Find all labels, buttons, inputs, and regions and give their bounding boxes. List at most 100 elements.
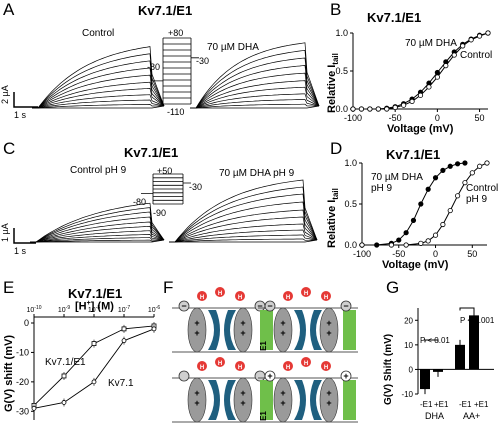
proton-label: H xyxy=(286,365,290,371)
data-point xyxy=(409,98,415,105)
current-trace xyxy=(30,211,165,243)
panel-g-xlabel-2: +E1 xyxy=(434,400,449,409)
gating-charge: + xyxy=(194,388,199,398)
proton-label: H xyxy=(304,291,308,297)
panel-d-dha-label2: pH 9 xyxy=(371,183,393,194)
charge-sign: + xyxy=(343,371,348,381)
y-tick-label: 1.0 xyxy=(344,158,357,168)
data-point xyxy=(484,160,490,166)
e1-subunit xyxy=(260,380,273,420)
protocol-c-bottom: -90 xyxy=(153,208,167,218)
gating-charge: + xyxy=(280,318,285,328)
x-tick-label: -50 xyxy=(389,113,402,123)
current-trace xyxy=(30,221,165,243)
data-point xyxy=(462,180,468,186)
gating-charge: + xyxy=(280,388,285,398)
current-trace xyxy=(30,202,165,243)
current-trace xyxy=(32,67,165,109)
data-point xyxy=(462,160,468,166)
gating-charge: + xyxy=(240,398,245,408)
x-tick-label: 10-9 xyxy=(58,305,70,314)
panel-d-xlabel: Voltage (mV) xyxy=(382,259,449,271)
y-tick-label: 0.0 xyxy=(335,104,348,114)
panel-c-dha-label: 70 µM DHA pH 9 xyxy=(219,168,295,179)
gating-charge: + xyxy=(194,318,199,328)
pore-domain xyxy=(294,310,306,350)
pore-domain xyxy=(208,380,220,420)
proton-label: H xyxy=(200,295,204,301)
charge-sign: − xyxy=(267,301,272,311)
data-point xyxy=(392,104,398,111)
gating-charge: + xyxy=(240,388,245,398)
data-point xyxy=(454,193,461,199)
panel-a-title: Kv7.1/E1 xyxy=(138,3,193,18)
scale-c-x: 1 s xyxy=(14,246,27,256)
gating-charge: + xyxy=(326,328,331,338)
panel-d-control-label: Control xyxy=(466,183,499,194)
data-point xyxy=(460,43,466,49)
panel-b-title: Kv7.1/E1 xyxy=(367,10,422,25)
x-tick-label: 0 xyxy=(435,113,440,123)
current-trace xyxy=(190,93,320,109)
y-tick-label: 20 xyxy=(404,316,413,325)
gating-charge: + xyxy=(194,328,199,338)
data-point xyxy=(403,230,409,236)
panel-g-group2: AA+ xyxy=(463,411,481,421)
current-trace xyxy=(190,50,320,109)
data-point xyxy=(121,326,127,332)
panel-a-letter: A xyxy=(3,0,15,19)
x-tick-label: 10-8 xyxy=(88,305,100,314)
data-point xyxy=(403,242,409,248)
e1-subunit xyxy=(343,310,356,350)
pufa-headgroup xyxy=(340,370,352,382)
voltage-sensor xyxy=(319,377,339,423)
significance-bracket xyxy=(424,339,439,343)
voltage-sensor xyxy=(233,307,253,353)
current-trace xyxy=(30,207,165,243)
x-tick-label: 50 xyxy=(467,249,477,259)
pufa-headgroup xyxy=(178,300,190,312)
data-point xyxy=(434,74,440,80)
data-point xyxy=(121,338,127,344)
proton-ion xyxy=(283,361,293,371)
pore-domain xyxy=(224,380,236,420)
panel-d-dha-label: 70 µM DHA xyxy=(371,172,423,183)
control-traces-c xyxy=(30,202,165,243)
e1-subunit xyxy=(260,310,273,350)
data-point xyxy=(425,238,431,244)
data-point xyxy=(359,242,365,248)
data-point xyxy=(31,405,37,411)
y-tick-label: 0 xyxy=(24,318,29,328)
current-trace xyxy=(190,86,320,109)
dha-traces-a xyxy=(190,42,320,109)
protocol-a-right: -30 xyxy=(196,56,210,66)
bar xyxy=(469,315,479,370)
data-point xyxy=(454,161,461,167)
current-trace xyxy=(190,65,320,109)
voltage-sensor xyxy=(233,377,253,423)
current-trace xyxy=(30,230,165,243)
panel-e-kv7e1-label: Kv7.1/E1 xyxy=(45,357,86,368)
current-trace xyxy=(32,60,165,109)
e1-label: E1 xyxy=(259,411,268,421)
gating-charge: + xyxy=(280,398,285,408)
scale-a-x: 1 s xyxy=(14,110,27,120)
gating-charge: + xyxy=(280,328,285,338)
dha-traces-c xyxy=(169,179,318,243)
panel-c-letter: C xyxy=(3,139,16,158)
y-tick-label: -10 xyxy=(16,347,29,357)
significance-bracket xyxy=(459,307,475,311)
proton-ion xyxy=(301,287,311,297)
data-point xyxy=(432,232,439,238)
proton-label: H xyxy=(238,295,242,301)
gating-charge: + xyxy=(194,398,199,408)
proton-label: H xyxy=(286,295,290,301)
gating-charge: + xyxy=(240,328,245,338)
proton-label: H xyxy=(238,365,242,371)
panel-b-control-label: Control xyxy=(460,50,493,61)
data-point xyxy=(417,92,424,98)
